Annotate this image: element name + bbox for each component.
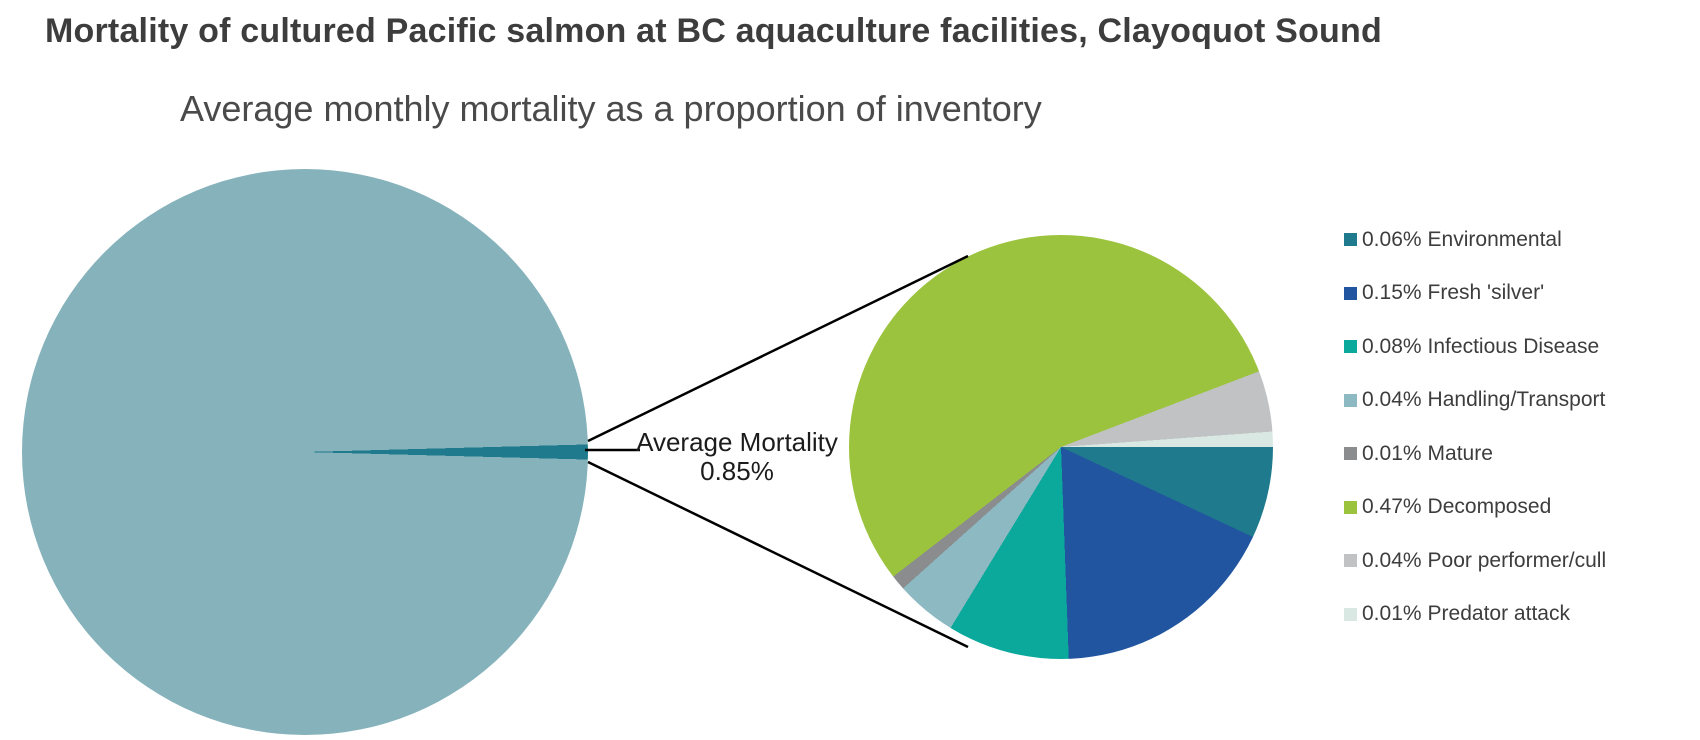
legend-swatch-icon (1344, 393, 1357, 407)
legend-item-infectious-disease: 0.08% Infectious Disease (1344, 320, 1606, 374)
chart-title: Mortality of cultured Pacific salmon at … (45, 12, 1382, 50)
legend-item-environmental: 0.06% Environmental (1344, 213, 1606, 267)
legend-value: 0.01% (1362, 441, 1422, 465)
primary-pie (22, 169, 588, 735)
legend-swatch-icon (1344, 340, 1357, 354)
legend-label: Poor performer/cull (1427, 548, 1607, 572)
legend-label: Mature (1427, 441, 1493, 465)
legend-swatch-icon (1344, 500, 1357, 514)
legend-item-poor-performer-cull: 0.04% Poor performer/cull (1344, 534, 1606, 588)
legend-item-handling-transport: 0.04% Handling/Transport (1344, 374, 1606, 428)
legend-value: 0.47% (1362, 495, 1422, 519)
legend-label: Infectious Disease (1427, 334, 1600, 358)
legend-value: 0.04% (1362, 388, 1422, 412)
legend-label: Fresh 'silver' (1427, 281, 1545, 305)
legend-swatch-icon (1344, 607, 1357, 621)
legend-swatch-icon (1344, 233, 1357, 247)
legend-label: Environmental (1427, 227, 1562, 251)
legend-value: 0.08% (1362, 334, 1422, 358)
callout-value: 0.85% (700, 456, 774, 486)
legend-value: 0.06% (1362, 227, 1422, 251)
legend-item-decomposed: 0.47% Decomposed (1344, 481, 1606, 535)
average-mortality-callout: Average Mortality 0.85% (632, 428, 842, 486)
legend-item-mature: 0.01% Mature (1344, 427, 1606, 481)
legend-label: Handling/Transport (1427, 388, 1606, 412)
legend-value: 0.04% (1362, 548, 1422, 572)
callout-label: Average Mortality (636, 427, 838, 457)
legend-label: Decomposed (1427, 495, 1552, 519)
legend-swatch-icon (1344, 447, 1357, 461)
legend: 0.06% Environmental 0.15% Fresh 'silver'… (1344, 213, 1606, 641)
legend-item-fresh-silver: 0.15% Fresh 'silver' (1344, 267, 1606, 321)
legend-value: 0.01% (1362, 602, 1422, 626)
legend-value: 0.15% (1362, 281, 1422, 305)
secondary-pie (849, 235, 1273, 659)
legend-swatch-icon (1344, 554, 1357, 568)
legend-label: Predator attack (1427, 602, 1570, 626)
legend-swatch-icon (1344, 286, 1357, 300)
chart-subtitle: Average monthly mortality as a proportio… (180, 88, 1042, 129)
legend-item-predator-attack: 0.01% Predator attack (1344, 588, 1606, 642)
